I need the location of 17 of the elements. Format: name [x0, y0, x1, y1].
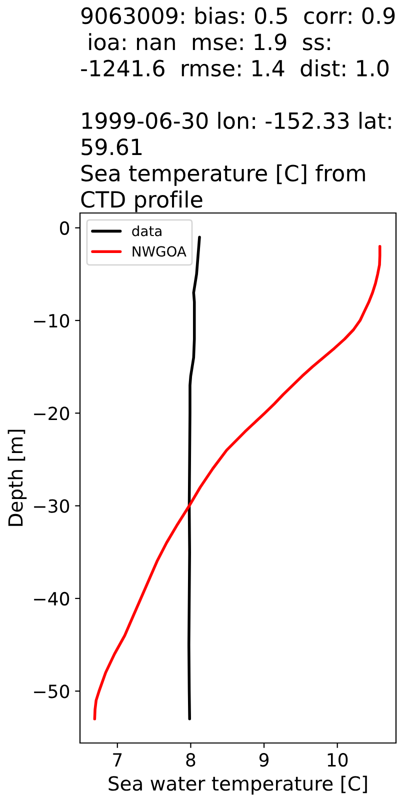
legend-label: NWGOA: [132, 246, 186, 257]
x-tick-label: 7: [113, 753, 122, 766]
y-tick-label: −50: [34, 684, 70, 698]
x-tick-label: 9: [259, 753, 268, 767]
y-tick-label: 0: [60, 221, 70, 235]
y-tick-label: −10: [34, 314, 70, 328]
x-tick-label: 10: [328, 753, 348, 767]
y-tick-label: −20: [34, 406, 70, 420]
line-series: [187, 236, 201, 720]
chart-title: 9063009: bias: 0.5 corr: 0.9 ioa: nan mse: 1.9 ss: -1241.6 rmse: 1.4 dist: 1.0 1999-06-30 lon: -152.33 lat: 59.61 Sea temperature [C] from CTD profile: [81, 6, 395, 212]
y-axis-title: Depth [m]: [8, 430, 27, 526]
line-series: [93, 244, 382, 720]
x-axis-title: Sea water temperature [C]: [108, 776, 367, 795]
legend-label: data: [132, 226, 162, 236]
x-tick-label: 8: [186, 753, 196, 767]
y-tick-label: −40: [34, 592, 70, 606]
y-tick-label: −30: [34, 499, 70, 513]
